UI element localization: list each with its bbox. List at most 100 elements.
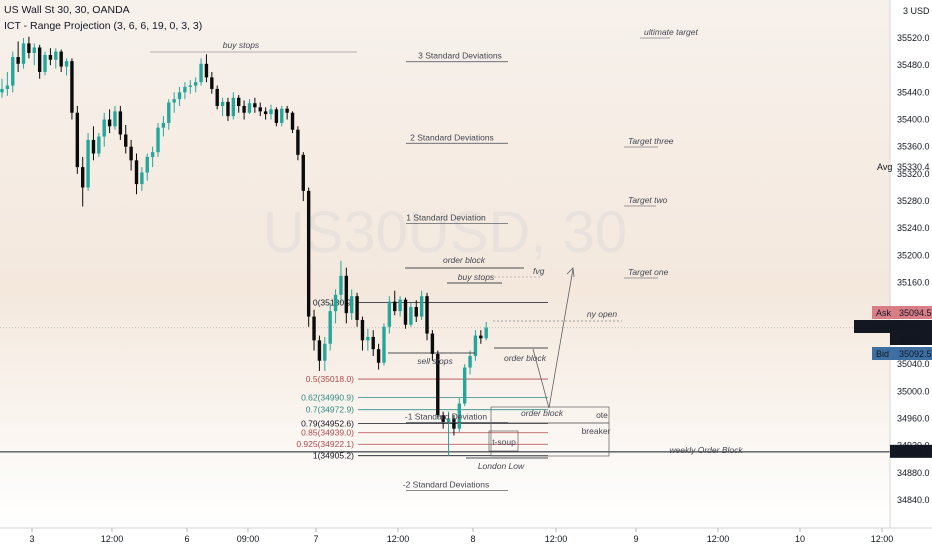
ask-value: 35094.5 <box>899 308 932 318</box>
candle-body <box>210 77 214 89</box>
candle-body <box>134 160 139 185</box>
candle-body <box>167 102 171 123</box>
candle-body <box>32 47 36 53</box>
fib-level-label: 1(34905.2) <box>313 451 354 461</box>
candle-body <box>473 335 478 356</box>
bid-value: 35092.5 <box>899 349 932 359</box>
projection-arrow-head <box>566 267 575 278</box>
candle-body <box>81 167 85 188</box>
fib-levels: 0(35130.9) 0.5(35018.0) 0.62(34990.9) 0.7(3… <box>0 297 890 461</box>
price-tick: 35040.0 <box>897 359 930 369</box>
candle-body <box>59 51 63 67</box>
candle-body <box>366 336 370 341</box>
avg-label: Avg <box>877 162 892 172</box>
symbol-watermark: US30USD, 30 <box>263 200 627 265</box>
candle-body <box>177 92 182 100</box>
fib-level-label: 0.5(35018.0) <box>306 374 354 384</box>
candle-body <box>156 127 160 153</box>
candle-body <box>124 134 128 147</box>
candle-body <box>91 139 96 154</box>
candle-body <box>328 311 332 344</box>
candle-body <box>457 403 461 429</box>
weekly-ob-value: 34910.9 <box>897 447 930 457</box>
buy-stops-mid-label: buy stops <box>458 272 495 282</box>
candle-body <box>204 63 209 78</box>
breaker-label: breaker <box>582 426 611 436</box>
candle-body <box>393 301 397 312</box>
order-block-low-label: order block <box>521 408 564 418</box>
projection-label: 2 Standard Deviations <box>410 132 494 142</box>
fib-level-label: 0.62(34990.9) <box>301 392 354 402</box>
avg-value: 35330.4 <box>897 162 930 172</box>
candle-body <box>398 299 402 312</box>
candle-body <box>344 275 349 314</box>
price-tick: 35160.0 <box>897 278 930 288</box>
time-tick-label: 09:00 <box>237 534 260 544</box>
annotations: 3 Standard Deviations 2 Standard Deviatio… <box>150 27 743 491</box>
candle-body <box>183 86 187 93</box>
weekly-order-block-label: weekly Order Block <box>669 445 743 455</box>
target-label: Target two <box>628 195 668 205</box>
price-tick: 35480.0 <box>897 60 930 70</box>
candle-body <box>360 319 365 341</box>
price-tick: 34840.0 <box>897 495 930 505</box>
candle-body <box>387 301 392 327</box>
candle-body <box>102 119 106 137</box>
price-labels: Avg 35330.4 Ask 35094.5 US30USD 35093.5 06:39 B… <box>854 162 932 458</box>
symbol-label: US30USD <box>858 322 900 332</box>
candle-body <box>376 349 381 363</box>
fib-level-label: 0.85(34939.0) <box>301 428 354 438</box>
candle-body <box>140 172 144 185</box>
candle-body <box>269 109 273 115</box>
candle-body <box>11 57 15 86</box>
time-tick-label: 12:00 <box>387 534 410 544</box>
candle-body <box>37 47 42 72</box>
candle-body <box>172 99 176 103</box>
candle-body <box>161 122 166 128</box>
candle-body <box>274 109 279 123</box>
candle-body <box>301 154 305 191</box>
ote-label: ote <box>596 410 608 420</box>
candle-body <box>86 139 90 188</box>
candle-body <box>253 103 257 108</box>
candle-body <box>43 54 47 72</box>
candle-body <box>441 415 445 422</box>
time-tick-label: 12:00 <box>707 534 730 544</box>
price-tick: 35240.0 <box>897 223 930 233</box>
projection-label: -2 Standard Deviations <box>403 479 489 489</box>
countdown-badge <box>890 333 932 345</box>
time-tick-label: 8 <box>470 534 475 544</box>
candle-body <box>16 57 20 64</box>
weekly-ob-badge <box>890 444 932 458</box>
price-tick: 35000.0 <box>897 386 930 396</box>
currency-label: 3 USD <box>903 6 930 16</box>
candle-body <box>285 108 289 113</box>
candle-body <box>296 129 300 155</box>
candle-body <box>231 97 236 117</box>
candle-body <box>430 333 435 354</box>
candle-body <box>150 152 155 157</box>
price-tick: 35280.0 <box>897 196 930 206</box>
candle-body <box>339 275 343 295</box>
candle-body <box>403 299 408 325</box>
candle-body <box>188 85 192 87</box>
candle-body <box>21 43 26 64</box>
projection-label: 3 Standard Deviations <box>418 51 502 61</box>
price-tick: 35360.0 <box>897 142 930 152</box>
symbol-badge <box>854 320 932 333</box>
candle-body <box>355 296 359 320</box>
candle-body <box>280 108 284 123</box>
indicator-title[interactable]: ICT - Range Projection (3, 6, 6, 19, 0, … <box>4 20 203 32</box>
candle-body <box>258 107 262 112</box>
candle-body <box>446 418 451 422</box>
candle-body <box>113 111 117 127</box>
price-tick: 35200.0 <box>897 250 930 260</box>
projection-label: 1 Standard Deviation <box>406 212 486 222</box>
time-tick-label: 3 <box>29 534 34 544</box>
candle-body <box>242 105 246 113</box>
sell-stops-label: sell stops <box>417 356 453 366</box>
fvg-label: fvg <box>533 266 545 276</box>
candle-body <box>193 82 198 86</box>
breaker-box <box>490 422 610 457</box>
